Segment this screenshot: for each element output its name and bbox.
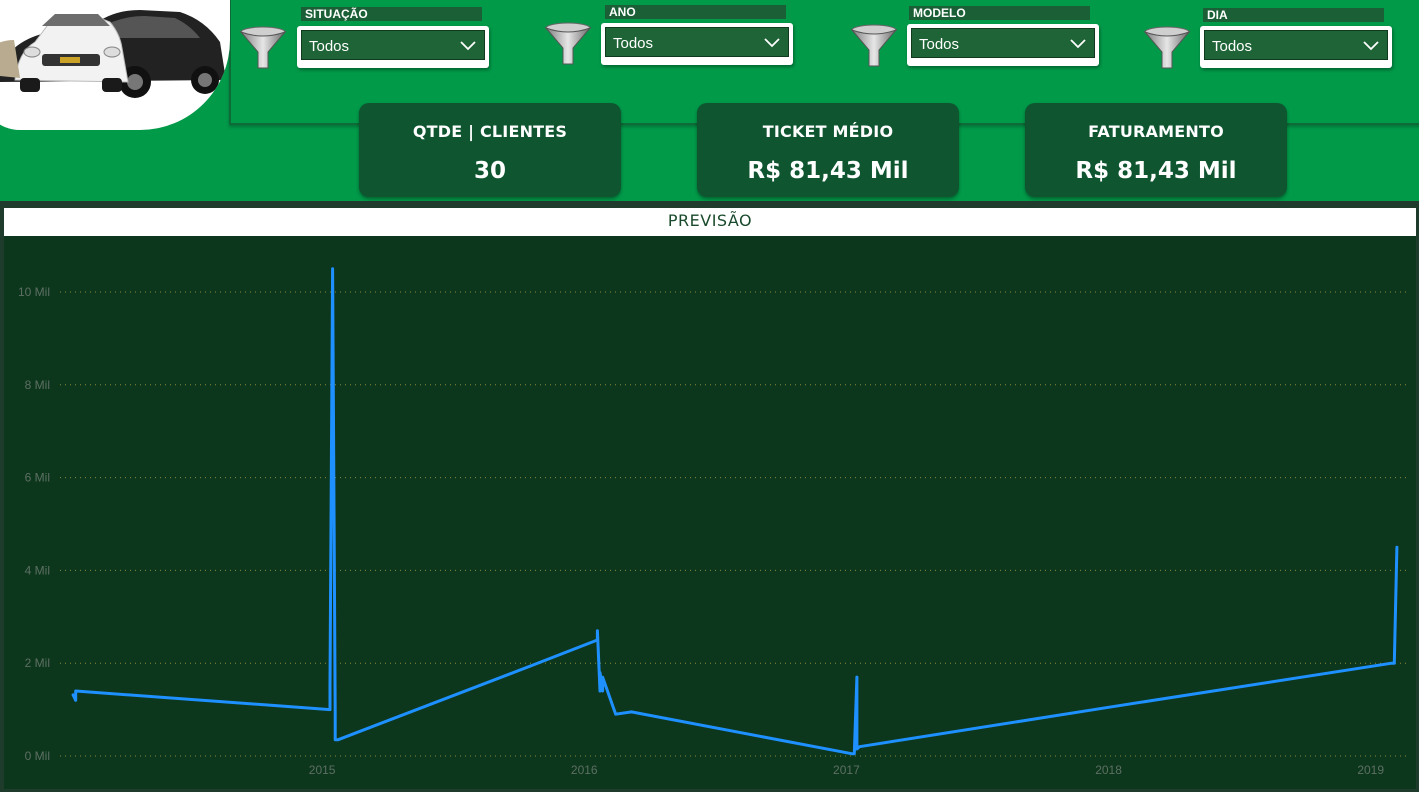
x-tick-label: 2017 xyxy=(833,763,860,777)
situacao-dropdown-value: Todos xyxy=(309,38,350,55)
chevron-down-icon xyxy=(460,41,476,51)
series-line xyxy=(71,267,1399,756)
modelo-dropdown[interactable]: Todos xyxy=(907,24,1099,66)
forecast-line-chart: 0 Mil 2 Mil 4 Mil 6 Mil 8 Mil 10 Mil 2015 2016 2… xyxy=(18,267,1410,777)
x-tick-label: 2018 xyxy=(1095,763,1122,777)
kpi-title: TICKET MÉDIO xyxy=(762,122,894,141)
chart-title-bar: PREVISÃO xyxy=(4,208,1416,236)
cars-illustration xyxy=(0,10,226,98)
kpi-title: QTDE | CLIENTES xyxy=(412,122,568,141)
chevron-down-icon xyxy=(1070,39,1086,49)
filter-label-situacao: SITUAÇÃO xyxy=(301,7,482,21)
modelo-dropdown-value: Todos xyxy=(919,36,960,53)
y-tick-label: 0 Mil xyxy=(25,749,50,763)
y-tick-label: 4 Mil xyxy=(25,563,50,577)
kpi-value: R$ 81,43 Mil xyxy=(1075,158,1237,184)
dia-dropdown-value: Todos xyxy=(1212,38,1253,55)
kpi-card-clientes: QTDE | CLIENTES 30 xyxy=(359,103,621,197)
filter-label-dia: DIA xyxy=(1203,8,1384,22)
kpi-value: 30 xyxy=(473,158,506,184)
ano-dropdown-value: Todos xyxy=(613,35,654,52)
y-tick-label: 10 Mil xyxy=(18,285,50,299)
funnel-icon xyxy=(239,26,287,69)
header-divider xyxy=(0,201,1419,205)
forecast-chart[interactable]: 0 Mil 2 Mil 4 Mil 6 Mil 8 Mil 10 Mil 2015 2016 2… xyxy=(4,236,1416,789)
chart-title: PREVISÃO xyxy=(667,211,753,230)
funnel-icon xyxy=(850,24,898,67)
kpi-card-ticket-medio: TICKET MÉDIO R$ 81,43 Mil xyxy=(697,103,959,197)
x-tick-label: 2019 xyxy=(1357,763,1384,777)
logo-cars-image xyxy=(0,0,230,130)
filter-label-modelo: MODELO xyxy=(909,6,1090,20)
kpi-title: FATURAMENTO xyxy=(1088,122,1224,141)
chevron-down-icon xyxy=(1363,41,1379,51)
x-tick-label: 2015 xyxy=(309,763,336,777)
situacao-dropdown[interactable]: Todos xyxy=(297,26,489,68)
dia-dropdown[interactable]: Todos xyxy=(1200,26,1392,68)
funnel-icon xyxy=(544,22,592,65)
y-tick-label: 6 Mil xyxy=(25,471,50,485)
funnel-icon xyxy=(1143,26,1191,69)
ano-dropdown[interactable]: Todos xyxy=(601,23,793,65)
x-tick-label: 2016 xyxy=(571,763,598,777)
y-tick-label: 8 Mil xyxy=(25,378,50,392)
y-tick-label: 2 Mil xyxy=(25,656,50,670)
filter-label-ano: ANO xyxy=(605,5,786,19)
kpi-value: R$ 81,43 Mil xyxy=(747,158,909,184)
kpi-card-faturamento: FATURAMENTO R$ 81,43 Mil xyxy=(1025,103,1287,197)
chevron-down-icon xyxy=(764,38,780,48)
